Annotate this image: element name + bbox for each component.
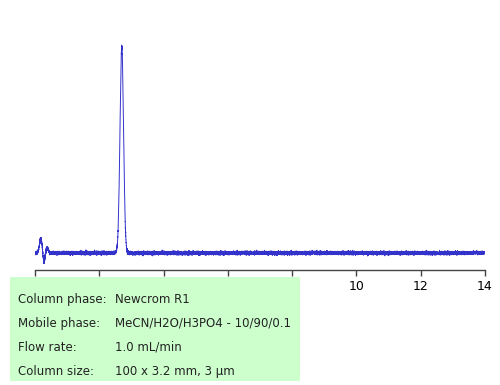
Text: Column phase:: Column phase:	[18, 293, 106, 306]
Text: Flow rate:: Flow rate:	[18, 341, 76, 354]
Text: 1.0 mL/min: 1.0 mL/min	[115, 341, 182, 354]
Text: Mobile phase:: Mobile phase:	[18, 317, 100, 330]
Text: MeCN/H2O/H3PO4 - 10/90/0.1: MeCN/H2O/H3PO4 - 10/90/0.1	[115, 317, 291, 330]
Text: Newcrom R1: Newcrom R1	[115, 293, 190, 306]
Text: Column size:: Column size:	[18, 365, 94, 378]
Text: 100 x 3.2 mm, 3 μm: 100 x 3.2 mm, 3 μm	[115, 365, 235, 378]
